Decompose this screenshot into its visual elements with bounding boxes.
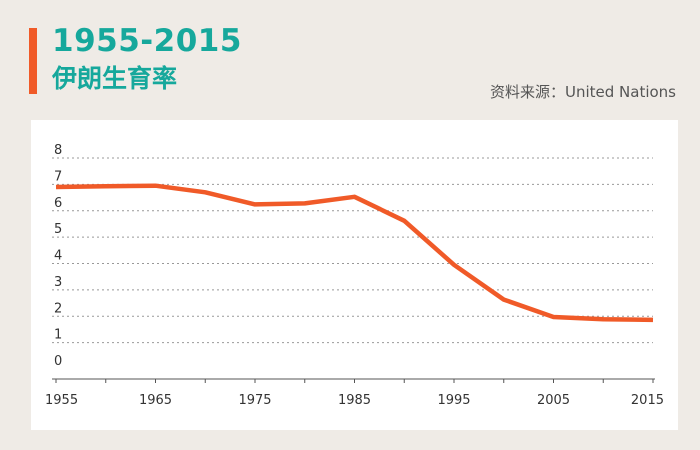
y-tick-label: 3 [54, 275, 62, 290]
y-tick-label: 7 [54, 169, 62, 184]
series-line [55, 183, 654, 323]
y-tick-label: 5 [54, 222, 62, 237]
x-tick-label: 1995 [437, 393, 470, 408]
y-tick-label: 2 [54, 301, 62, 316]
y-tick-label: 0 [54, 354, 62, 369]
x-tick-label: 2005 [537, 393, 570, 408]
chart-panel: 0 1 2 3 4 5 6 7 8 1955 1965 1975 1985 1995 2005 2015 [31, 120, 678, 430]
y-tick-label: 6 [54, 196, 62, 211]
source-note: 资料来源：United Nations [489, 83, 676, 101]
y-tick-label: 4 [54, 249, 62, 264]
x-tick-label: 1975 [238, 393, 271, 408]
x-tick-label: 1965 [139, 393, 172, 408]
x-axis-ticks: 1955 1965 1975 1985 1995 2005 2015 [45, 378, 664, 408]
y-tick-label: 8 [54, 143, 62, 158]
y-axis-ticks: 0 1 2 3 4 5 6 7 8 [54, 143, 62, 369]
title-accent-bar [29, 28, 37, 94]
series-layer [55, 183, 654, 323]
y-tick-label: 1 [54, 328, 62, 343]
x-tick-label: 1955 [45, 393, 78, 408]
x-tick-label: 2015 [631, 393, 664, 408]
line-chart: 0 1 2 3 4 5 6 7 8 1955 1965 1975 1985 1995 2005 2015 [45, 143, 664, 408]
chart-title: 1955-2015 [52, 23, 242, 59]
x-tick-label: 1985 [338, 393, 371, 408]
chart-subtitle: 伊朗生育率 [52, 64, 178, 93]
